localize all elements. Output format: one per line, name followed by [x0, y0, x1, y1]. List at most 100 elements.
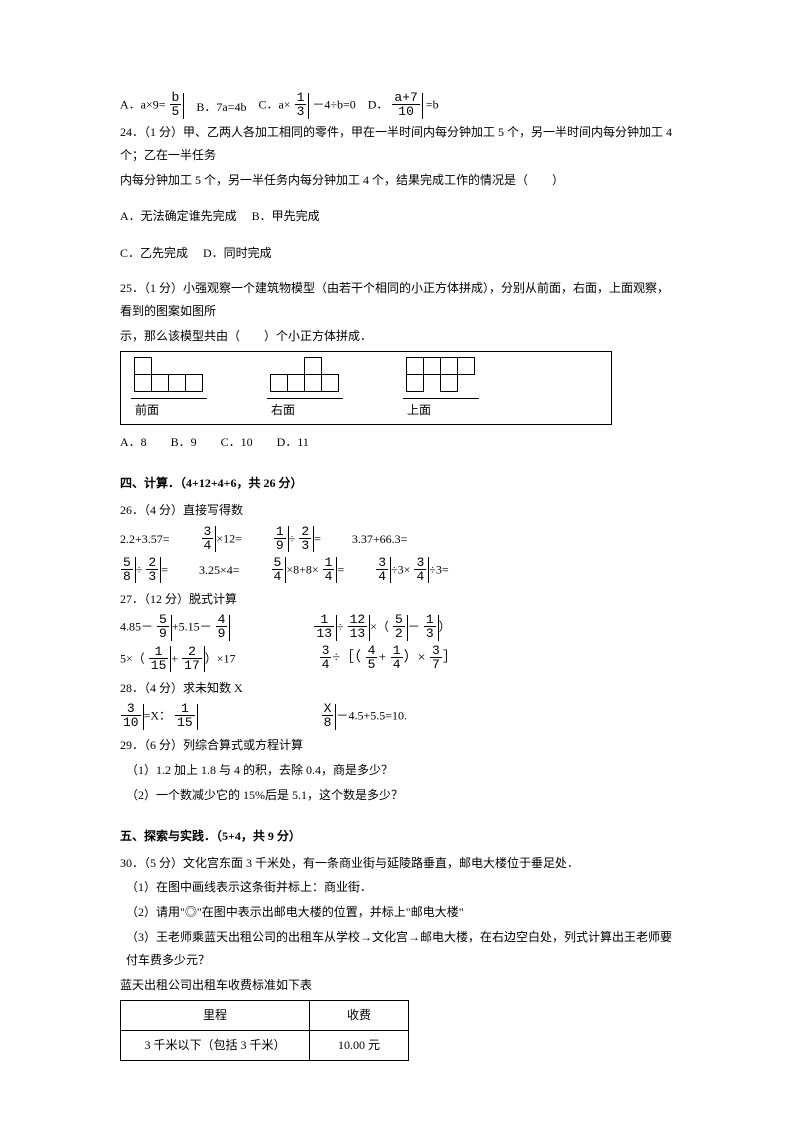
frac-d: 3: [299, 539, 311, 552]
q25-view-top: 上面: [403, 358, 479, 422]
frac-d: 4: [272, 570, 284, 583]
q29-l2: （2）一个数减少它的 15%后是 5.1，这个数是多少？: [120, 784, 674, 807]
q27-head: 27．（12 分）脱式计算: [120, 588, 674, 611]
grid-cell: [457, 357, 475, 375]
q26-r1d: 3.37+66.3=: [352, 528, 408, 551]
q28-head: 28．（4 分）求未知数 X: [120, 677, 674, 700]
frac: 1 4: [391, 644, 403, 671]
frac: 1 9: [274, 525, 286, 552]
frac-n: 4: [216, 613, 228, 627]
frac-n: 3: [414, 556, 426, 570]
q30-l1: （1）在图中画线表示这条街并标上：商业街．: [120, 876, 674, 899]
grid-cell: [151, 357, 169, 375]
op: ÷3×: [391, 562, 410, 576]
frac-n: 2: [146, 556, 158, 570]
q26-r2a: 5 8 ÷ 2 3 =: [120, 557, 168, 584]
frac-n: 12: [348, 613, 368, 627]
frac-n: b: [170, 91, 182, 105]
q24-optB: B．甲先完成: [252, 209, 320, 223]
grid-cell: [440, 357, 458, 375]
spacer: [120, 193, 674, 203]
grid-front: [135, 358, 203, 392]
q23-optB: B．7a=4b: [196, 96, 246, 119]
frac: 3 10: [121, 702, 141, 729]
op: ÷［（: [332, 651, 361, 666]
frac-d: 10: [392, 105, 419, 118]
q27-r2b: 3 4 ÷［（ 4 5 + 1 4 ）× 3 7 ］: [319, 645, 457, 672]
text: －4.5+5.5=10.: [336, 709, 407, 723]
frac-n: 1: [391, 644, 403, 658]
q29-l1: （1）1.2 加上 1.8 与 4 的积，去除 0.4，商是多少？: [120, 759, 674, 782]
frac-n: 5: [157, 613, 169, 627]
q26-r1b: 3 4 ×12=: [201, 526, 242, 553]
q30-l2: （2）请用"◎"在图中表示出邮电大楼的位置，并标上"邮电大楼": [120, 901, 674, 924]
frac-d: 4: [414, 570, 426, 583]
text: ）: [439, 620, 451, 634]
vbar: [183, 93, 184, 119]
grid-cell: [423, 357, 441, 375]
q26-r1c: 1 9 ÷ 2 3 =: [273, 526, 321, 553]
q23-optA-pre: A．a×9=: [120, 97, 166, 111]
grid-cell: [185, 357, 203, 375]
frac: 5 2: [393, 613, 405, 640]
view-label-top: 上面: [403, 398, 479, 422]
frac: 1 15: [175, 702, 195, 729]
frac-d: 17: [182, 659, 202, 672]
q23-optD-post: =b: [426, 97, 439, 111]
exam-page: A．a×9= b 5 B．7a=4b C．a× 1 3 －4÷b=0 D． a+…: [0, 0, 794, 1123]
q26-r2b: 3.25×4=: [199, 559, 240, 582]
frac: 3 4: [376, 556, 388, 583]
op: ÷: [337, 620, 344, 634]
grid-cell: [151, 374, 169, 392]
grid-cell: [321, 374, 339, 392]
op: ）×: [404, 651, 426, 666]
spacer: [120, 230, 674, 240]
frac-d: 3: [424, 627, 436, 640]
grid-cell: [423, 374, 441, 392]
op: ×8+8×: [286, 562, 318, 576]
op: ÷: [136, 562, 143, 576]
view-label-front: 前面: [131, 398, 207, 422]
frac-d: 4: [376, 570, 388, 583]
frac: 3 4: [320, 644, 332, 671]
vbar: [422, 93, 423, 119]
text: 5×（: [120, 651, 145, 665]
table-row: 3 千米以下（包括 3 千米） 10.00 元: [121, 1031, 409, 1061]
q25-stem1: 25．（1 分）小强观察一个建筑物模型（由若干个相同的小正方体拼成），分别从前面…: [120, 277, 674, 323]
op: ÷3=: [429, 562, 448, 576]
frac-n: 5: [121, 556, 133, 570]
q23-options: A．a×9= b 5 B．7a=4b C．a× 1 3 －4÷b=0 D． a+…: [120, 92, 674, 119]
q28-row: 3 10 =X： 1 15 X 8 －4.5+5.5=10.: [120, 703, 674, 730]
q24-optA: A．无法确定谁先完成: [120, 209, 237, 223]
grid-cell: [134, 357, 152, 375]
section5-title: 五、探索与实践．（5+4，共 9 分）: [120, 825, 674, 848]
q23-optC-post: －4÷b=0: [312, 97, 355, 111]
q25-stem2: 示，那么该模型共由（ ）个小正方体拼成．: [120, 325, 674, 348]
frac-n: 1: [323, 556, 335, 570]
text: =: [314, 531, 321, 545]
view-label-right: 右面: [267, 398, 343, 422]
q24-optC: C．乙先完成: [120, 246, 188, 260]
frac-n: 3: [320, 644, 332, 658]
text: =X：: [144, 709, 171, 723]
frac-d: 8: [322, 716, 334, 729]
q23-optD-frac: a+7 10: [392, 91, 419, 118]
frac: X 8: [322, 702, 334, 729]
q29-head: 29．（6 分）列综合算式或方程计算: [120, 734, 674, 757]
frac-d: 4: [323, 570, 335, 583]
frac-d: 5: [170, 105, 182, 118]
grid-cell: [304, 357, 322, 375]
grid-cell: [321, 357, 339, 375]
grid-cell: [457, 374, 475, 392]
grid-cell: [185, 374, 203, 392]
q26-row2: 5 8 ÷ 2 3 = 3.25×4= 5 4 ×8+8× 1 4 = 3 4 …: [120, 557, 674, 584]
fee-r1b: 10.00 元: [310, 1031, 409, 1061]
frac: 12 13: [348, 613, 368, 640]
section4-title: 四、计算．（4+12+4+6，共 26 分）: [120, 472, 674, 495]
q27-r1a: 4.85－ 5 9 +5.15－ 4 9: [120, 614, 230, 641]
frac-n: 1: [149, 645, 169, 659]
spacer: [120, 267, 674, 275]
q23-optC: C．a× 1 3 －4÷b=0: [258, 92, 355, 119]
grid-cell: [440, 374, 458, 392]
q28-b: X 8 －4.5+5.5=10.: [321, 703, 407, 730]
